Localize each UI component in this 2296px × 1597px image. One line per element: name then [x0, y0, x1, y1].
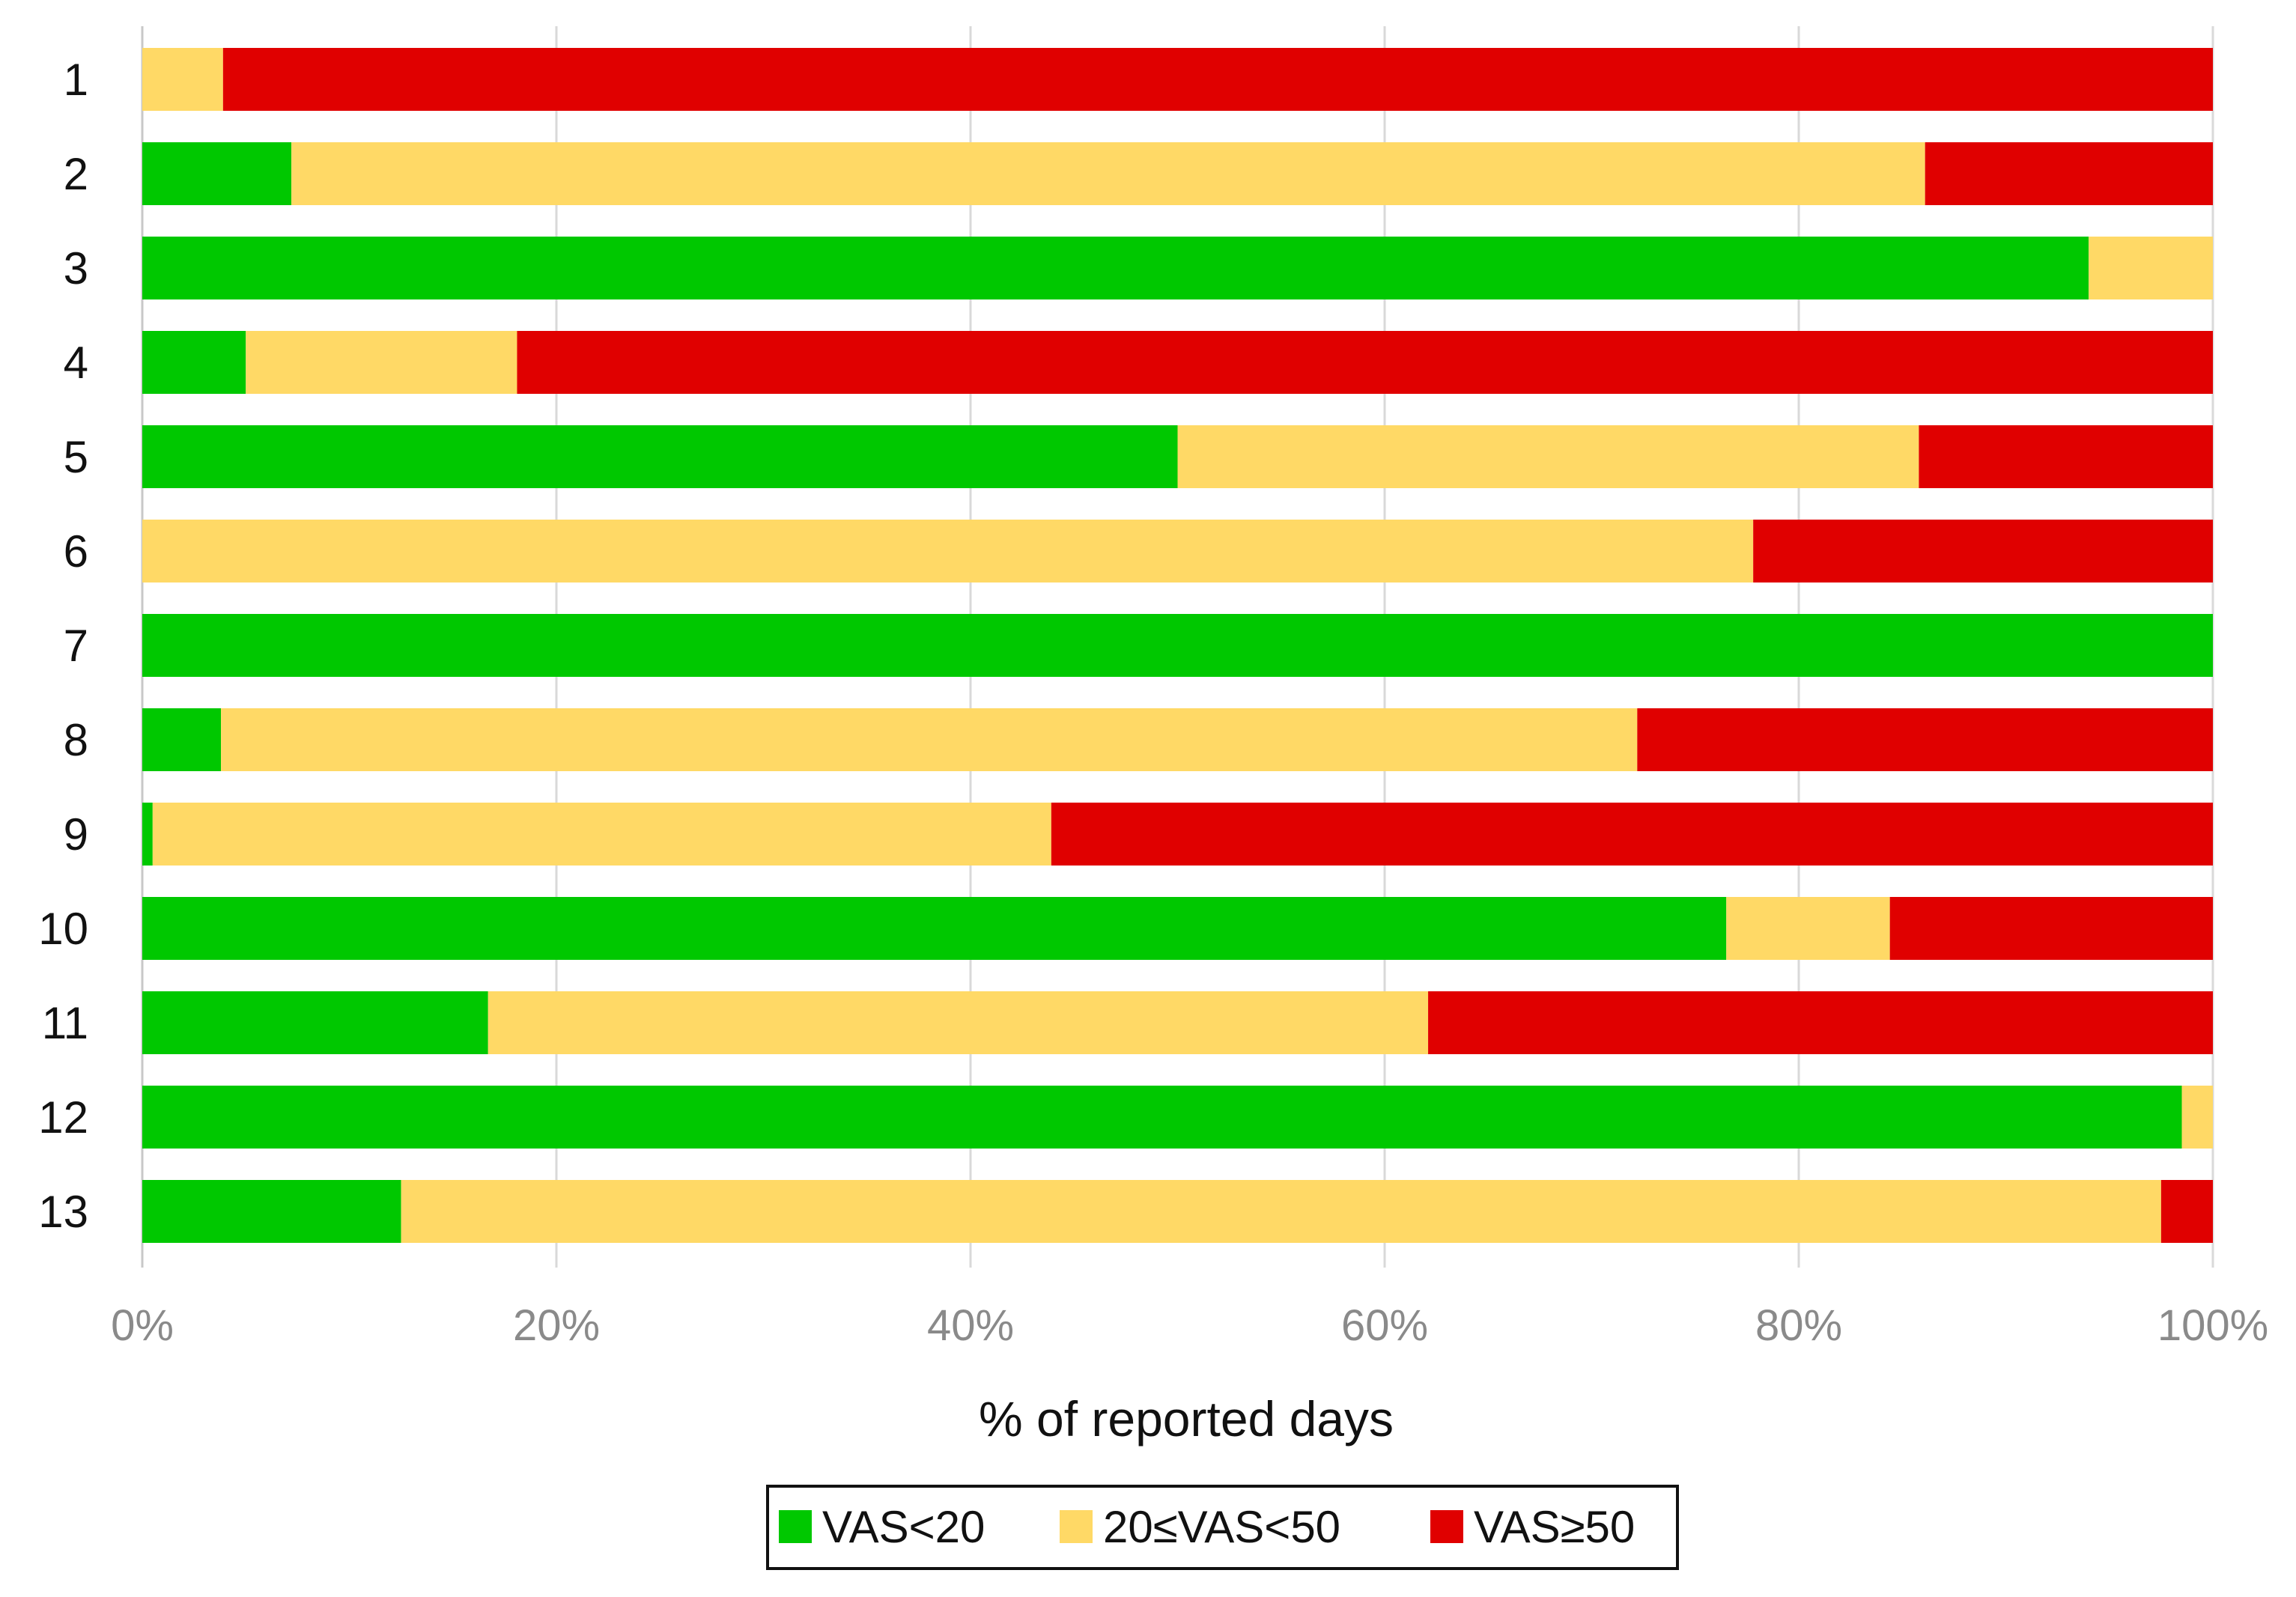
bar-segment: [152, 803, 1051, 866]
legend-swatch: [1430, 1510, 1463, 1543]
bar-segment: [142, 897, 1727, 960]
bar-segment: [142, 614, 2213, 677]
bar-segment: [2181, 1086, 2213, 1149]
bar-segment: [142, 991, 488, 1054]
bar-segment: [142, 520, 1754, 582]
bar-segment: [1889, 897, 2213, 960]
legend-label: VAS<20: [822, 1502, 985, 1552]
x-tick-labels: 0% 20% 40% 60% 80% 100%: [111, 1301, 2268, 1350]
category-label: 6: [64, 526, 88, 577]
bar-segment: [142, 708, 222, 771]
legend-label: 20≤VAS<50: [1103, 1502, 1340, 1552]
bar-segment: [2160, 1180, 2213, 1243]
category-label: 3: [64, 243, 88, 293]
bar-segment: [401, 1180, 2161, 1243]
legend: VAS<20 20≤VAS<50 VAS≥50: [766, 1485, 1679, 1570]
x-tick-label: 100%: [2157, 1301, 2268, 1350]
x-tick-label: 80%: [1755, 1301, 1842, 1350]
legend-label: VAS≥50: [1474, 1502, 1635, 1552]
bar-segment: [291, 142, 1925, 205]
legend-swatch: [779, 1510, 812, 1543]
category-label: 4: [64, 338, 88, 388]
bar-segment: [1051, 803, 2213, 866]
x-tick-label: 0%: [111, 1301, 174, 1350]
bar-segment: [246, 331, 517, 394]
bar-segment: [142, 425, 1178, 488]
category-label: 2: [64, 149, 88, 199]
bar-segment: [1925, 142, 2213, 205]
bar-segment: [142, 803, 153, 866]
bar-segment: [142, 1086, 2182, 1149]
category-label: 9: [64, 809, 88, 860]
category-label: 5: [64, 432, 88, 482]
legend-swatch: [1060, 1510, 1093, 1543]
category-label: 1: [64, 55, 88, 105]
category-label: 11: [42, 998, 88, 1048]
category-label: 8: [64, 715, 88, 765]
bar-segment: [221, 708, 1638, 771]
legend-box: [766, 1485, 1679, 1570]
category-label: 12: [38, 1092, 88, 1143]
bar-segment: [1177, 425, 1919, 488]
bar-segment: [222, 48, 2214, 111]
x-axis-title: % of reported days: [979, 1391, 1394, 1447]
bar-segment: [142, 48, 223, 111]
bar-segment: [2089, 237, 2213, 299]
bar-segment: [517, 331, 2213, 394]
bar-segment: [1428, 991, 2213, 1054]
x-tick-label: 20%: [513, 1301, 600, 1350]
bar-segment: [1919, 425, 2213, 488]
bar-segment: [1753, 520, 2213, 582]
x-tick-label: 40%: [927, 1301, 1014, 1350]
bars: [142, 48, 2214, 1243]
bar-segment: [142, 1180, 401, 1243]
bar-segment: [1726, 897, 1890, 960]
bar-segment: [1637, 708, 2213, 771]
category-label: 10: [38, 904, 88, 954]
bar-segment: [142, 142, 292, 205]
category-label: 7: [64, 621, 88, 671]
bar-segment: [488, 991, 1429, 1054]
x-tick-label: 60%: [1341, 1301, 1428, 1350]
bar-segment: [142, 331, 246, 394]
bar-segment: [142, 237, 2089, 299]
category-label: 13: [38, 1187, 88, 1237]
